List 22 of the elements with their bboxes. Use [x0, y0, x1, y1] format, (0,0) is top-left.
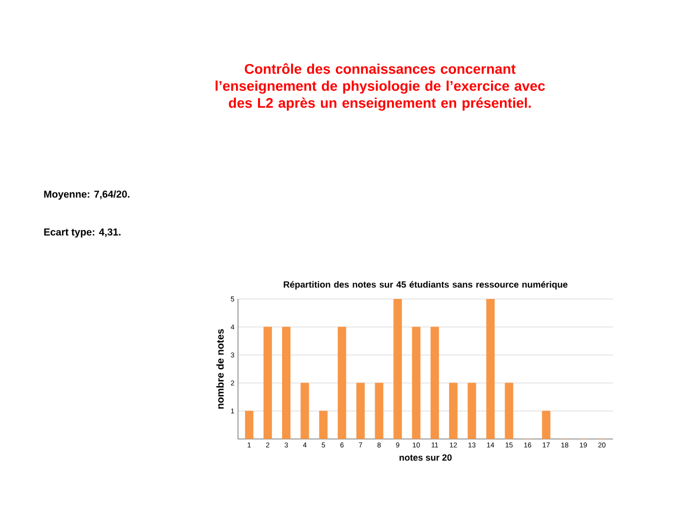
bar	[264, 326, 272, 439]
bar	[374, 382, 384, 439]
bar	[486, 298, 495, 439]
bar	[504, 382, 514, 439]
bar	[393, 298, 402, 439]
bar	[542, 410, 550, 439]
x-axis-title: notes sur 20	[400, 454, 452, 461]
bar	[319, 410, 328, 439]
y-axis-title: nombre de notes	[216, 329, 224, 409]
chart-title: Contrôle des connaissances concernant l’enseignement de physiologie de l’exercice avec des L2 après un enseignement en présentiel.	[216, 63, 545, 111]
bar	[338, 326, 346, 439]
bar	[356, 382, 365, 439]
text: Moyenne: 7,64/20.	[44, 190, 130, 200]
bar	[468, 382, 476, 439]
chart-subtitle: Répartition des notes sur 45 étudiants sans ressource numérique	[284, 280, 568, 290]
bar	[282, 326, 290, 439]
bar	[412, 326, 420, 439]
bar	[449, 382, 458, 439]
bar	[300, 382, 310, 439]
bar	[430, 326, 439, 439]
bar	[244, 410, 254, 439]
text: Ecart type: 4,31.	[44, 228, 120, 238]
